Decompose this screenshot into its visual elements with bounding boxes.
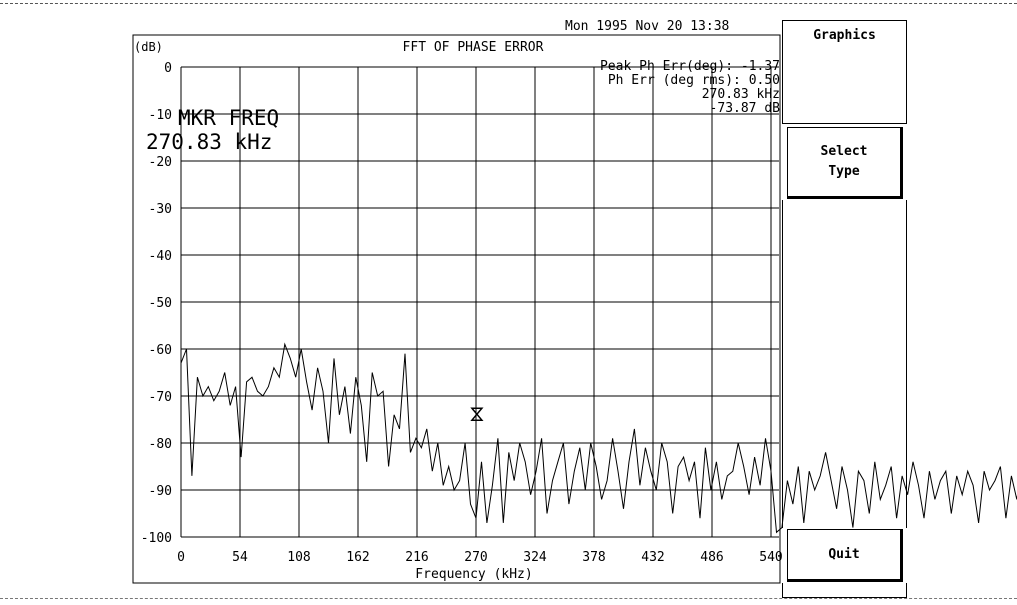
x-tick-label: 486	[700, 550, 723, 565]
select-type-line1: Select	[820, 144, 868, 159]
x-tick-label: 270	[464, 550, 487, 565]
rms-phase-error-readout: Ph Err (deg rms): 0.50	[608, 73, 780, 88]
x-tick-label: 108	[287, 550, 310, 565]
top-divider	[0, 3, 1017, 4]
datetime-label: Mon 1995 Nov 20 13:38	[565, 19, 729, 34]
select-type-button[interactable]: Select Type	[787, 127, 903, 199]
x-tick-label: 0	[177, 550, 185, 565]
y-tick-label: -90	[149, 484, 172, 499]
softkey-panel-blank	[782, 200, 907, 528]
y-tick-label: -100	[141, 531, 172, 546]
x-tick-label: 162	[346, 550, 369, 565]
y-tick-label: 0	[164, 61, 172, 76]
y-tick-label: -20	[149, 155, 172, 170]
y-tick-label: -60	[149, 343, 172, 358]
x-tick-labels: 0 54 108 162 216 270 324 378 432 486 540	[177, 550, 783, 565]
y-tick-label: -50	[149, 296, 172, 311]
marker-label: MKR FREQ	[178, 106, 279, 130]
x-axis-label: Frequency (kHz)	[415, 567, 532, 582]
marker-level-readout: -73.87 dB	[710, 101, 781, 116]
x-tick-label: 432	[641, 550, 664, 565]
y-axis-label: (dB)	[134, 40, 163, 54]
graphics-menu-title-text: Graphics	[813, 28, 876, 43]
marker-frequency-readout: 270.83 kHz	[702, 87, 780, 102]
select-type-line2: Type	[828, 164, 860, 179]
x-tick-label: 540	[759, 550, 782, 565]
bottom-divider	[0, 598, 1017, 599]
marker-annotation: MKR FREQ 270.83 kHz	[146, 106, 279, 154]
phase-error-trace	[180, 342, 1017, 534]
y-tick-labels: 0 -10 -20 -30 -40 -50 -60 -70 -80 -90 -100	[141, 61, 172, 546]
graphics-menu-title: Graphics	[782, 20, 907, 124]
y-tick-label: -80	[149, 437, 172, 452]
plot-frame	[132, 34, 781, 584]
y-tick-label: -70	[149, 390, 172, 405]
x-tick-label: 324	[523, 550, 547, 565]
y-tick-label: -10	[149, 108, 172, 123]
chart-title: FFT OF PHASE ERROR	[403, 40, 544, 55]
y-tick-label: -30	[149, 202, 172, 217]
marker-icon	[470, 407, 484, 421]
softkey-panel-footer	[782, 583, 907, 598]
quit-button[interactable]: Quit	[787, 529, 903, 582]
y-tick-label: -40	[149, 249, 172, 264]
quit-label: Quit	[828, 546, 860, 562]
peak-phase-error-readout: Peak Ph Err(deg): -1.37	[600, 59, 780, 74]
x-tick-label: 378	[582, 550, 605, 565]
grid	[180, 66, 779, 538]
marker-value: 270.83 kHz	[146, 130, 272, 154]
x-tick-label: 216	[405, 550, 428, 565]
measurement-readouts: Peak Ph Err(deg): -1.37 Ph Err (deg rms)…	[600, 59, 780, 116]
x-tick-label: 54	[232, 550, 248, 565]
